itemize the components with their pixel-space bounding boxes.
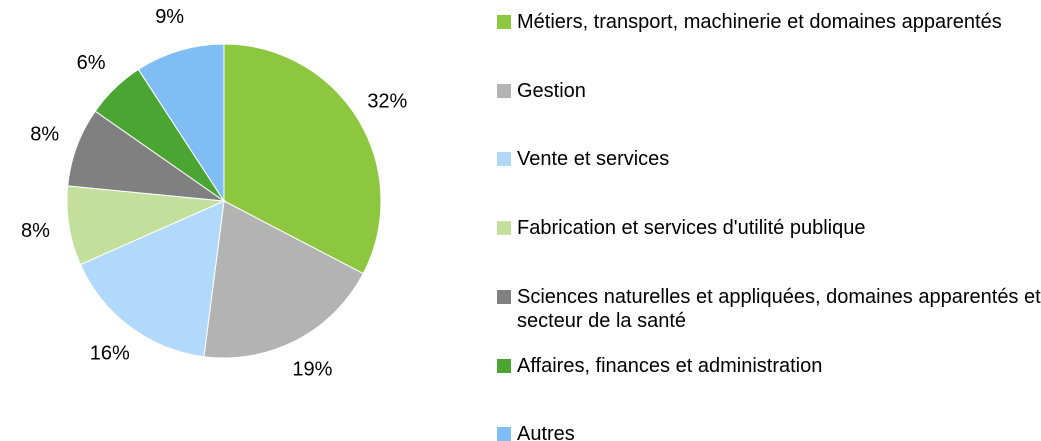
legend-swatch [497, 427, 511, 441]
legend-item: Fabrication et services d'utilité publiq… [497, 216, 1041, 240]
legend-label: Autres [517, 423, 575, 441]
legend-swatch [497, 221, 511, 236]
data-label: 16% [90, 342, 130, 364]
data-label: 8% [30, 123, 59, 145]
legend-item: Métiers, transport, machinerie et domain… [497, 10, 1041, 34]
data-label: 32% [367, 90, 407, 112]
legend-item: Autres [497, 422, 1041, 441]
legend-label: Affaires, finances et administration [517, 354, 823, 377]
pie-slice [203, 200, 364, 359]
legend-item: Vente et services [497, 147, 1041, 171]
legend-swatch [497, 358, 511, 373]
pie-area: 32% 19% 16% 8% 8% 6% 9% [21, 6, 408, 381]
legend-label: Gestion [517, 79, 586, 102]
legend-swatch [497, 83, 511, 98]
data-label: 19% [292, 359, 332, 381]
legend-label: Sciences naturelles et appliquées, domai… [517, 285, 1041, 332]
data-label: 6% [77, 52, 106, 74]
legend-item: Affaires, finances et administration [497, 354, 1041, 378]
legend-item: Sciences naturelles et appliquées, domai… [497, 285, 1041, 333]
legend-swatch [497, 15, 511, 29]
data-label: 8% [21, 220, 50, 242]
legend-swatch [497, 289, 511, 304]
pie-slice [223, 43, 382, 275]
legend-swatch [497, 152, 511, 167]
legend: Métiers, transport, machinerie et domain… [497, 0, 1041, 441]
data-label: 9% [155, 6, 184, 28]
pie-slice [137, 43, 225, 203]
pie-slice [79, 200, 225, 358]
legend-item: Gestion [497, 79, 1041, 103]
legend-label: Vente et services [517, 148, 670, 171]
legend-label: Métiers, transport, machinerie et domain… [517, 11, 1002, 33]
legend-label: Fabrication et services d'utilité publiq… [517, 217, 866, 240]
